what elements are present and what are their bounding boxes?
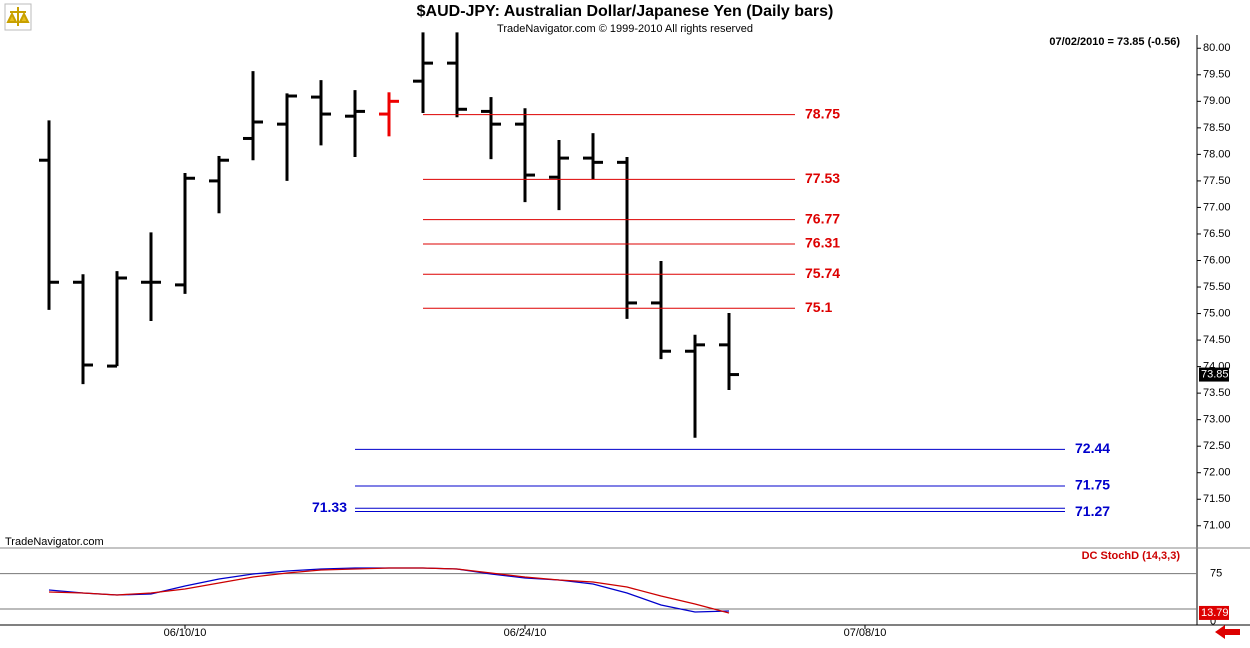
y-tick-label: 75 (1210, 568, 1222, 580)
y-tick-label: 72.50 (1203, 440, 1231, 452)
level-label: 77.53 (805, 170, 840, 186)
y-tick-label: 76.00 (1203, 254, 1231, 266)
chart-title: $AUD-JPY: Australian Dollar/Japanese Yen… (417, 3, 834, 20)
x-tick-label: 06/10/10 (164, 627, 207, 639)
level-label: 78.75 (805, 105, 840, 121)
y-tick-label: 75.00 (1203, 307, 1231, 319)
y-tick-label: 76.50 (1203, 228, 1231, 240)
y-tick-label: 79.50 (1203, 69, 1231, 81)
x-tick-label: 06/24/10 (504, 627, 547, 639)
y-tick-label: 77.00 (1203, 201, 1231, 213)
level-label: 71.75 (1075, 477, 1110, 493)
indicator-value-label: 13.79 (1201, 607, 1229, 619)
y-tick-label: 78.50 (1203, 122, 1231, 134)
y-tick-label: 74.50 (1203, 334, 1231, 346)
level-label: 71.33 (312, 499, 347, 515)
y-tick-label: 75.50 (1203, 281, 1231, 293)
y-tick-label: 73.00 (1203, 414, 1231, 426)
y-tick-label: 80.00 (1203, 42, 1231, 54)
y-tick-label: 0 (1210, 616, 1216, 628)
level-label: 71.27 (1075, 503, 1110, 519)
logo (4, 3, 32, 31)
last-price-annotation: 07/02/2010 = 73.85 (-0.56) (1049, 36, 1180, 48)
level-label: 75.74 (805, 265, 840, 281)
level-label: 76.77 (805, 210, 840, 226)
last-price-label: 73.85 (1201, 368, 1229, 380)
scroll-arrow[interactable] (1215, 625, 1240, 639)
last-price-tag (1199, 367, 1229, 382)
indicator-line (48, 567, 730, 614)
indicator-value-tag (1199, 605, 1229, 620)
y-tick-label: 71.50 (1203, 493, 1231, 505)
chart-subtitle: TradeNavigator.com © 1999-2010 All right… (497, 23, 753, 35)
indicator-title: DC StochD (14,3,3) (1082, 550, 1181, 562)
y-tick-label: 73.50 (1203, 387, 1231, 399)
y-tick-label: 77.50 (1203, 175, 1231, 187)
y-tick-label: 71.00 (1203, 520, 1231, 532)
level-label: 75.1 (805, 299, 832, 315)
y-tick-label: 79.00 (1203, 95, 1231, 107)
level-label: 72.44 (1075, 440, 1110, 456)
level-label: 76.31 (805, 235, 840, 251)
watermark: TradeNavigator.com (5, 536, 104, 548)
y-tick-label: 72.00 (1203, 467, 1231, 479)
y-tick-label: 78.00 (1203, 148, 1231, 160)
x-tick-label: 07/08/10 (844, 627, 887, 639)
